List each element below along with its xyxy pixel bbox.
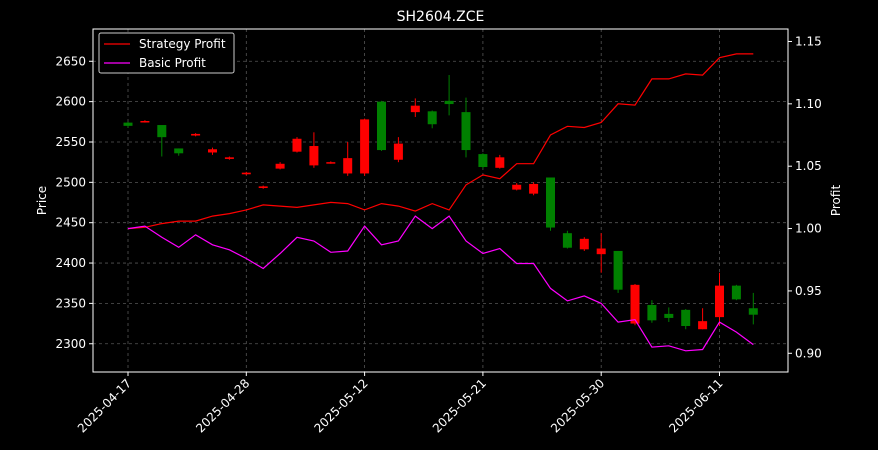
candle-body (208, 149, 217, 153)
candle-body (698, 321, 708, 330)
left-axis: 2300 2350 2400 2450 2500 2550 2600 2650 (55, 54, 93, 351)
chart-title: SH2604.ZCE (397, 9, 485, 25)
right-tick-label: 1.15 (795, 34, 822, 48)
candle-body (140, 121, 150, 123)
candle-body (478, 154, 488, 168)
right-axis: 0.90 0.95 1.00 1.05 1.10 1.15 (788, 34, 822, 360)
candle-body (731, 285, 741, 300)
candle-body (529, 183, 539, 194)
candle-body (427, 111, 437, 125)
plot-frame (92, 28, 789, 373)
left-tick-label: 2300 (55, 337, 86, 351)
strategy-profit-line (127, 53, 754, 230)
candle-body (681, 309, 691, 326)
candle-body (174, 148, 184, 154)
left-tick-label: 2400 (55, 256, 86, 270)
left-tick-label: 2450 (55, 216, 86, 230)
candle-body (224, 157, 234, 159)
candle-body (495, 157, 505, 168)
candle-body (546, 177, 555, 228)
candle-body (343, 158, 353, 174)
legend: Strategy Profit Basic Profit (98, 32, 235, 74)
candle-body (579, 238, 589, 250)
right-tick-label: 0.90 (795, 346, 822, 360)
candle-body (613, 250, 623, 290)
candle-body (444, 100, 454, 105)
candle-body (630, 284, 640, 324)
right-axis-label: Profit (829, 185, 843, 217)
candle-body (377, 101, 386, 151)
candle-body (157, 125, 167, 138)
right-tick-label: 1.05 (795, 159, 822, 173)
candle-body (326, 162, 336, 164)
left-tick-label: 2500 (55, 175, 86, 189)
candle-body (461, 112, 471, 151)
candle-body (596, 248, 606, 255)
candle-body (123, 122, 133, 126)
left-tick-label: 2650 (55, 54, 86, 68)
right-tick-label: 1.00 (795, 222, 822, 236)
candle-body (309, 146, 319, 166)
candle-body (393, 143, 403, 160)
candle-body (241, 172, 251, 175)
candle-body (512, 184, 522, 190)
candle-body (748, 308, 758, 315)
candle-body (664, 313, 674, 318)
legend-label-strategy: Strategy Profit (139, 37, 226, 51)
candle-body (360, 119, 370, 174)
left-tick-label: 2600 (55, 95, 86, 109)
legend-label-basic: Basic Profit (139, 56, 206, 70)
candle-body (410, 105, 420, 113)
candle-body (292, 138, 302, 152)
right-tick-label: 0.95 (795, 284, 822, 298)
candle-body (275, 163, 285, 169)
candle-body (715, 285, 724, 318)
candle-body (562, 233, 572, 248)
candles (123, 75, 758, 330)
candle-body (258, 186, 268, 188)
candle-body (191, 133, 201, 136)
profit-lines (127, 53, 754, 352)
right-tick-label: 1.10 (795, 97, 822, 111)
left-tick-label: 2350 (55, 296, 86, 310)
basic-profit-line (127, 215, 754, 352)
legend-box (98, 32, 235, 74)
left-axis-label: Price (35, 186, 49, 215)
left-tick-label: 2550 (55, 135, 86, 149)
candle-body (647, 305, 657, 321)
